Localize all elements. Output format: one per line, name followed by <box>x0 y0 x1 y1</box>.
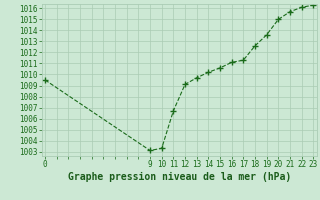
X-axis label: Graphe pression niveau de la mer (hPa): Graphe pression niveau de la mer (hPa) <box>68 172 291 182</box>
